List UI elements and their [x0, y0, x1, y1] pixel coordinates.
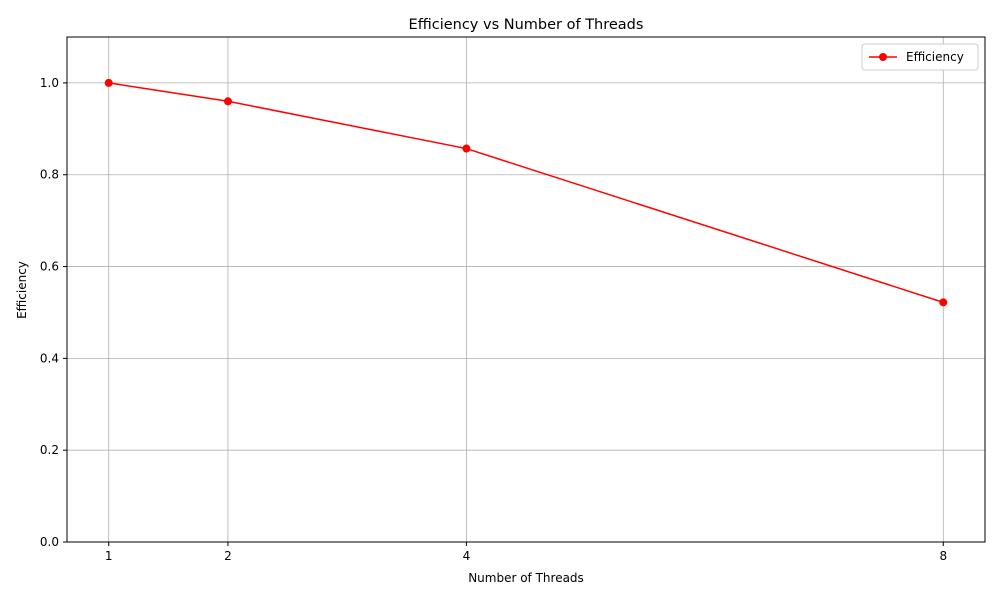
x-tick-label: 1 [105, 549, 113, 563]
legend-label: Efficiency [906, 50, 964, 64]
legend-marker-swatch [879, 53, 887, 61]
legend-box [861, 43, 979, 71]
series-line-efficiency [108, 82, 944, 304]
data-point [939, 298, 948, 307]
y-axis-title: Efficiency [15, 261, 29, 319]
data-point [104, 78, 113, 87]
y-tick-label: 0.2 [40, 443, 59, 457]
x-tick-label: 8 [939, 549, 947, 563]
y-tick-label: 1.0 [40, 76, 59, 90]
x-axis-title: Number of Threads [468, 571, 584, 585]
series-layer [104, 78, 948, 307]
y-tick-label: 0.6 [40, 260, 59, 274]
ticks: 1 2 4 8 0.0 0.2 0.4 0.6 0.8 1.0 [40, 76, 947, 563]
plot-frame [66, 36, 986, 543]
data-point [223, 97, 232, 106]
x-tick-label: 2 [224, 549, 232, 563]
y-tick-label: 0.0 [40, 535, 59, 549]
x-tick-label: 4 [463, 549, 471, 563]
y-tick-label: 0.8 [40, 168, 59, 182]
data-point [462, 144, 471, 153]
grid [67, 37, 985, 543]
y-tick-label: 0.4 [40, 351, 59, 365]
chart-title: Efficiency vs Number of Threads [409, 17, 644, 33]
legend: Efficiency [861, 43, 979, 71]
axes [66, 36, 986, 543]
